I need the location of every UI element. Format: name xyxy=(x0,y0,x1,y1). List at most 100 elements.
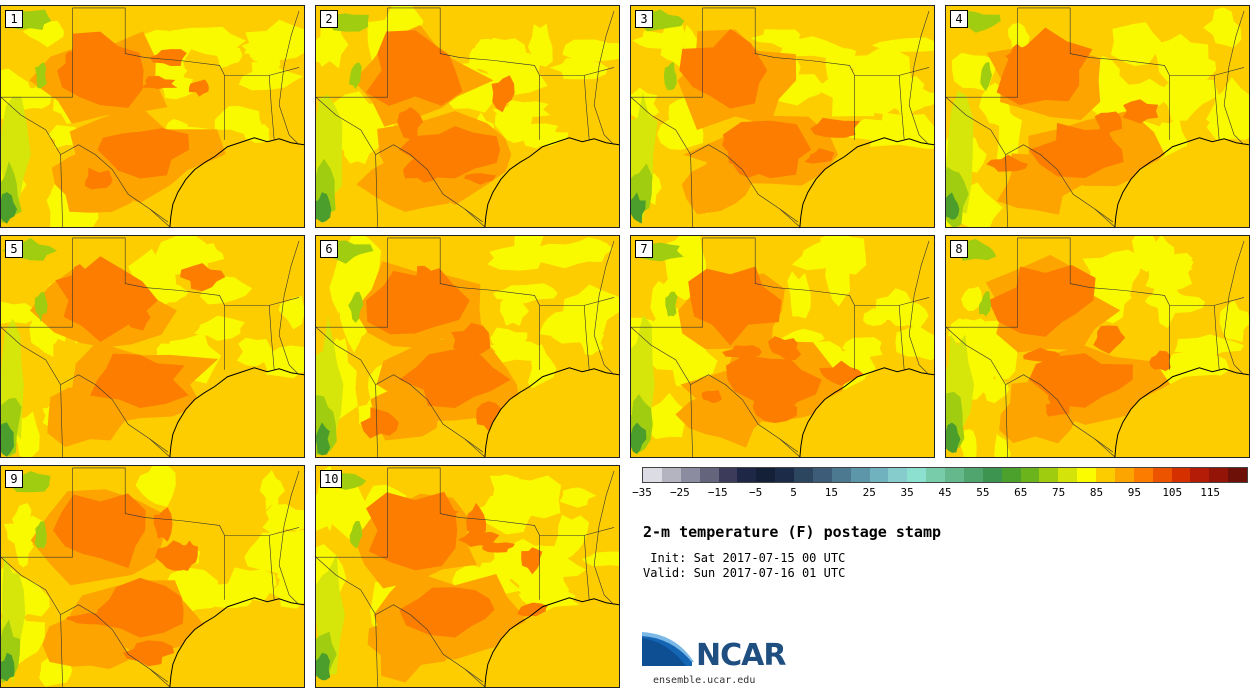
warm-region xyxy=(675,389,770,448)
member-label: 3 xyxy=(635,10,653,28)
colorbar-swatch xyxy=(1190,468,1210,482)
state-border xyxy=(278,10,300,145)
state-border xyxy=(908,10,930,145)
hot-region xyxy=(188,79,209,97)
state-border xyxy=(316,7,388,98)
mountain-region xyxy=(348,291,364,323)
coastline xyxy=(169,137,304,227)
state-border xyxy=(278,240,300,375)
cool-region xyxy=(553,514,590,561)
ensemble-url[interactable]: ensemble.ucar.edu xyxy=(653,675,756,686)
colorbar-swatch xyxy=(1096,468,1115,482)
cool-region xyxy=(529,242,597,269)
member-panel-1[interactable]: 1 xyxy=(0,5,305,228)
state-border xyxy=(898,305,905,370)
cool-region xyxy=(656,312,685,351)
mountain-region xyxy=(978,291,992,317)
hot-region xyxy=(451,322,491,358)
state-border xyxy=(60,614,63,687)
hot-region xyxy=(464,173,496,185)
hot-region xyxy=(730,142,767,178)
cool-region xyxy=(842,337,883,362)
coastline xyxy=(484,137,619,227)
colorbar-swatch xyxy=(850,468,870,482)
cool-region xyxy=(1110,22,1162,66)
state-border xyxy=(702,237,855,370)
cool-region xyxy=(632,30,682,50)
cool-region xyxy=(787,271,811,319)
temperature-colorbar xyxy=(642,467,1248,483)
state-border xyxy=(1094,208,1116,227)
colorbar-swatch xyxy=(1209,468,1229,482)
cool-region xyxy=(895,325,934,361)
state-border xyxy=(1169,297,1245,306)
cool-region xyxy=(236,337,273,367)
member-panel-9[interactable]: 9 xyxy=(0,465,305,688)
cool-region xyxy=(871,37,934,53)
cool-region xyxy=(214,105,264,136)
state-border xyxy=(690,154,693,227)
mountain-region xyxy=(1,422,15,457)
temperature-map xyxy=(1,6,304,227)
state-border xyxy=(268,75,275,140)
plot-title: 2-m temperature (F) postage stamp xyxy=(643,523,942,541)
member-panel-8[interactable]: 8 xyxy=(945,235,1250,458)
warm-region xyxy=(47,387,135,447)
colorbar-swatch xyxy=(888,468,908,482)
colorbar-swatch xyxy=(699,468,719,482)
ncar-logo[interactable]: NCAR xyxy=(642,632,792,677)
member-panel-3[interactable]: 3 xyxy=(630,5,935,228)
cool-region xyxy=(539,310,597,342)
state-border xyxy=(1169,67,1245,76)
hot-region xyxy=(988,264,1096,337)
hot-region xyxy=(701,390,722,404)
colorbar-swatch xyxy=(945,468,964,482)
hot-region xyxy=(180,263,226,292)
colorbar-tick-label: 95 xyxy=(1127,486,1141,499)
state-border xyxy=(387,467,540,600)
member-panel-2[interactable]: 2 xyxy=(315,5,620,228)
cool-region xyxy=(255,532,304,566)
hot-region xyxy=(399,587,495,638)
colorbar-tick-label: 35 xyxy=(900,486,914,499)
hot-region xyxy=(819,360,864,386)
colorbar-swatch xyxy=(1001,468,1021,482)
temperature-map xyxy=(1,466,304,687)
mountain-region xyxy=(316,652,331,681)
hot-region xyxy=(1054,143,1090,154)
coastline xyxy=(799,367,934,457)
cool-region xyxy=(10,411,40,457)
member-panel-7[interactable]: 7 xyxy=(630,235,935,458)
hot-region xyxy=(97,128,190,179)
mountain-region xyxy=(316,192,332,223)
mountain-region xyxy=(34,521,47,549)
member-panel-6[interactable]: 6 xyxy=(315,235,620,458)
hot-region xyxy=(70,264,91,299)
cool-region xyxy=(264,345,304,381)
cool-region xyxy=(1203,7,1242,48)
hot-region xyxy=(413,265,440,303)
ncar-logo-text: NCAR xyxy=(696,638,786,673)
member-panel-5[interactable]: 5 xyxy=(0,235,305,458)
state-border xyxy=(1,556,169,683)
mountain-region xyxy=(663,62,677,91)
state-border xyxy=(631,7,703,98)
state-border xyxy=(149,438,171,457)
state-border xyxy=(149,668,171,687)
state-border xyxy=(375,384,378,457)
temperature-map xyxy=(316,6,619,227)
hot-region xyxy=(140,75,178,90)
state-border xyxy=(1017,7,1170,140)
hot-region xyxy=(365,30,463,106)
cool-region xyxy=(216,38,243,69)
member-panel-4[interactable]: 4 xyxy=(945,5,1250,228)
member-panel-10[interactable]: 10 xyxy=(315,465,620,688)
state-border xyxy=(908,240,930,375)
hot-region xyxy=(1023,347,1061,363)
gulf-of-mexico xyxy=(169,604,304,687)
mountain-region xyxy=(946,422,961,453)
colorbar-swatch xyxy=(1152,468,1172,482)
state-border xyxy=(593,10,615,145)
state-border xyxy=(1223,10,1245,145)
hot-region xyxy=(466,502,487,536)
